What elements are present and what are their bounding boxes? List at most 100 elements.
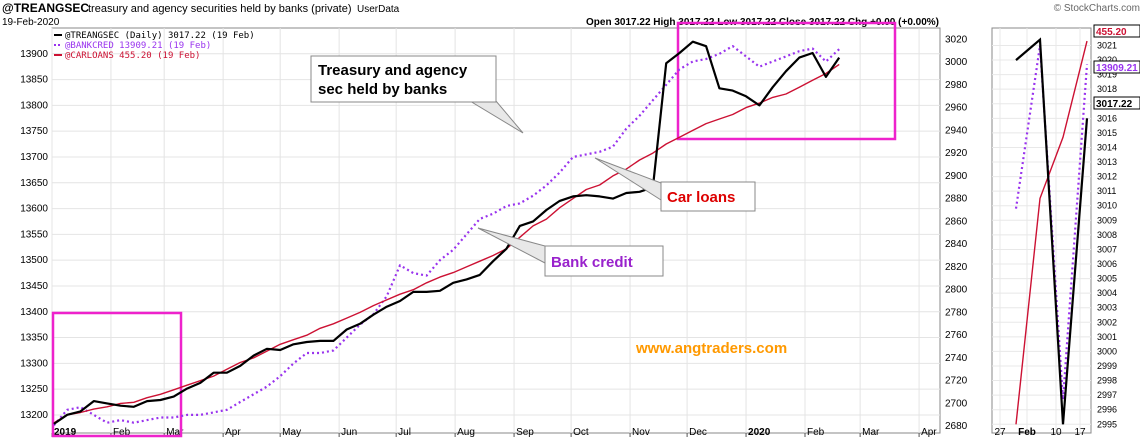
brand-label: © StockCharts.com — [1054, 3, 1140, 14]
right-tick-label: 2940 — [945, 125, 968, 136]
side-tick-label: 3021 — [1097, 40, 1117, 50]
right-tick-label: 2860 — [945, 216, 968, 227]
side-value-box — [1093, 96, 1140, 110]
side-tick-label: 3006 — [1097, 259, 1117, 269]
callout-bank — [544, 245, 664, 277]
side-series-car-loans — [1015, 40, 1088, 425]
side-value-label: 455.20 — [1096, 27, 1127, 38]
right-tick-label: 2920 — [945, 148, 968, 159]
side-tick-label: 3010 — [1097, 201, 1117, 211]
left-tick-label: 13700 — [20, 152, 48, 163]
side-tick-label: 2995 — [1097, 419, 1117, 429]
legend: @TREANGSEC (Daily) 3017.22 (19 Feb) @BAN… — [54, 31, 255, 61]
callout-treasury-line1: Treasury and agency — [318, 62, 468, 79]
symbol-description: treasury and agency securities held by b… — [88, 3, 352, 15]
x-axis: 2019 Feb Mar Apr May Jun Jul Aug Sep Oct Nov Dec 202… — [51, 427, 937, 438]
side-value-labels: 455.20 13909.21 3017.22 — [1093, 24, 1140, 110]
side-tick-label: 3020 — [1097, 55, 1117, 65]
side-tick-label: 3002 — [1097, 317, 1117, 327]
right-tick-label: 2780 — [945, 307, 968, 318]
side-tick-label: 3014 — [1097, 142, 1117, 152]
left-tick-label: 13900 — [20, 49, 48, 60]
side-series-treasury — [1015, 37, 1089, 425]
left-axis: 13200 13250 13300 13350 13400 13450 13500 13550… — [20, 49, 48, 421]
side-series-group — [1014, 37, 1089, 425]
right-tick-label: 2880 — [945, 194, 968, 205]
side-tick-label: 3016 — [1097, 113, 1117, 123]
chart-date: 19-Feb-2020 — [2, 17, 60, 28]
side-tick-label: 2996 — [1097, 405, 1117, 415]
x-tick-label: 2019 — [54, 427, 77, 438]
left-tick-label: 13350 — [20, 333, 48, 344]
x-tick-label: Apr — [921, 427, 937, 438]
highlight-box-late — [676, 21, 897, 141]
side-tick-label: 3001 — [1097, 332, 1117, 342]
callout-car-text: Car loans — [667, 189, 735, 206]
side-tick-label: 3019 — [1097, 70, 1117, 80]
x-tick-label: Nov — [632, 427, 650, 438]
right-tick-label: 3000 — [945, 57, 968, 68]
left-tick-label: 13450 — [20, 281, 48, 292]
x-tick-label: Sep — [516, 427, 534, 438]
callout-treasury — [310, 55, 497, 103]
right-tick-label: 2840 — [945, 239, 968, 250]
left-tick-label: 13400 — [20, 307, 48, 318]
symbol-title: @TREANGSEC — [2, 1, 89, 15]
left-tick-label: 13550 — [20, 229, 48, 240]
side-tick-label: 2997 — [1097, 390, 1117, 400]
left-tick-label: 13750 — [20, 126, 48, 137]
side-tick-label: 3007 — [1097, 244, 1117, 254]
x-tick-label: Feb — [113, 427, 131, 438]
x-tick-label: Mar — [166, 427, 184, 438]
x-tick-label: Apr — [225, 427, 241, 438]
side-tick-label: 3012 — [1097, 172, 1117, 182]
x-tick-label: Feb — [807, 427, 825, 438]
callout-bank-text: Bank credit — [551, 254, 633, 271]
x-tick-label: May — [282, 427, 301, 438]
side-x-axis: 27 Feb 10 17 — [994, 427, 1086, 438]
side-tick-label: 3008 — [1097, 230, 1117, 240]
x-tick-label: 2020 — [748, 427, 771, 438]
left-tick-label: 13850 — [20, 75, 48, 86]
right-tick-label: 2680 — [945, 421, 968, 432]
x-tick-label: Oct — [573, 427, 589, 438]
side-tick-label: 3000 — [1097, 346, 1117, 356]
main-gridlines — [51, 28, 940, 433]
series-treasury — [53, 40, 841, 425]
left-tick-label: 13200 — [20, 410, 48, 421]
x-tick-label: Dec — [689, 427, 707, 438]
right-tick-label: 2740 — [945, 353, 968, 364]
legend-label-treasury: @TREANGSEC (Daily) 3017.22 (19 Feb) — [65, 31, 255, 41]
side-y-axis: 2995 2996 2997 2998 2999 3000 3001 3002 3003 3004… — [1097, 40, 1117, 429]
right-tick-label: 2700 — [945, 398, 968, 409]
side-tick-label: 3004 — [1097, 288, 1117, 298]
callout-car — [660, 181, 756, 212]
side-tick-label: 3009 — [1097, 215, 1117, 225]
side-tick-label: 3005 — [1097, 274, 1117, 284]
side-x-tick-label: 17 — [1074, 427, 1086, 438]
right-tick-label: 2760 — [945, 330, 968, 341]
x-tick-label: Jun — [341, 427, 357, 438]
left-tick-label: 13250 — [20, 384, 48, 395]
x-tick-label: Mar — [862, 427, 880, 438]
right-tick-label: 2900 — [945, 171, 968, 182]
right-tick-label: 2960 — [945, 103, 968, 114]
right-tick-label: 2980 — [945, 80, 968, 91]
right-tick-label: 3020 — [945, 34, 968, 45]
right-tick-label: 2720 — [945, 376, 968, 387]
left-tick-label: 13800 — [20, 100, 48, 111]
right-tick-label: 2800 — [945, 285, 968, 296]
left-tick-label: 13500 — [20, 255, 48, 266]
left-tick-label: 13600 — [20, 204, 48, 215]
callout-treasury-line2: sec held by banks — [318, 81, 447, 98]
side-value-label: 3017.22 — [1096, 99, 1133, 110]
side-tick-label: 3003 — [1097, 303, 1117, 313]
side-value-label: 13909.21 — [1096, 63, 1138, 74]
left-tick-label: 13650 — [20, 178, 48, 189]
side-value-box — [1093, 24, 1140, 38]
side-tick-label: 3018 — [1097, 84, 1117, 94]
side-x-tick-label: 10 — [1050, 427, 1062, 438]
x-tick-label: Aug — [457, 427, 475, 438]
data-source: UserData — [357, 4, 400, 15]
